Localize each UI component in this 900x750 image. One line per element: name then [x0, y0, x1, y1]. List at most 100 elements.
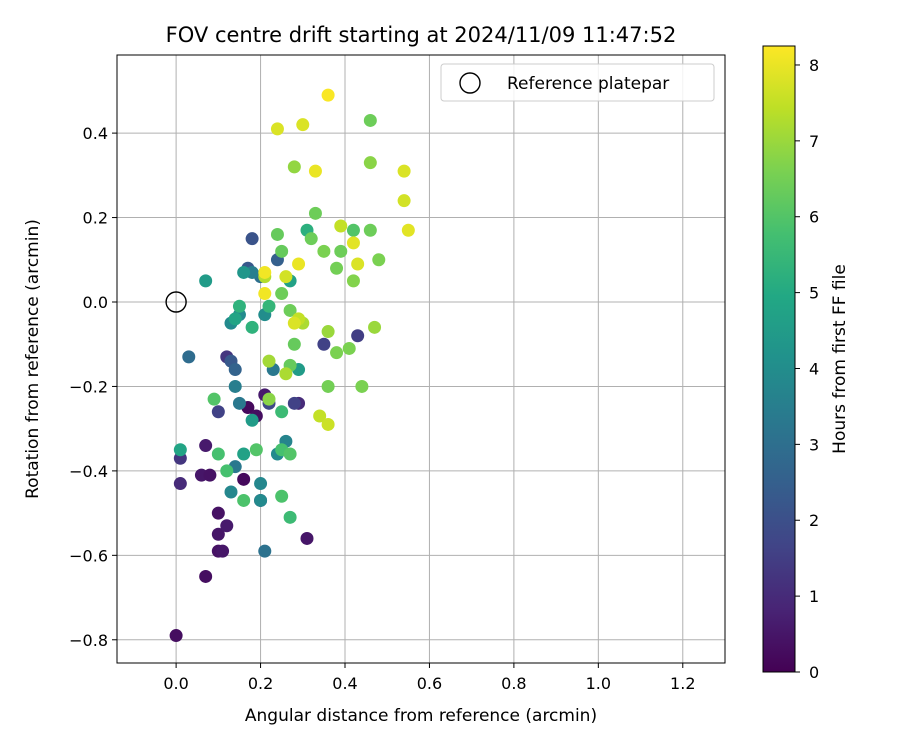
- data-point: [300, 531, 314, 545]
- y-tick-label: −0.6: [69, 546, 108, 565]
- chart-title: FOV centre drift starting at 2024/11/09 …: [166, 23, 677, 47]
- data-point: [287, 160, 301, 174]
- grid-lines: [117, 55, 725, 663]
- reference-platepar-point: [165, 291, 187, 313]
- data-point: [321, 325, 335, 339]
- data-point: [270, 227, 284, 241]
- data-point: [317, 244, 331, 258]
- data-point: [397, 194, 411, 208]
- data-point: [346, 236, 360, 250]
- plot-frame: [116, 54, 726, 664]
- data-point: [211, 405, 225, 419]
- data-point: [262, 299, 276, 313]
- data-point: [317, 337, 331, 351]
- data-point: [245, 232, 259, 246]
- colorbar-tick-label: 8: [809, 56, 819, 75]
- data-point: [232, 299, 246, 313]
- data-point: [275, 244, 289, 258]
- x-tick-label: 0.4: [332, 674, 357, 693]
- data-point: [287, 337, 301, 351]
- data-point: [346, 274, 360, 288]
- data-point: [283, 447, 297, 461]
- y-tick-label: −0.4: [69, 462, 108, 481]
- data-point: [401, 223, 415, 237]
- data-point: [245, 320, 259, 334]
- y-tick-label: 0.2: [83, 209, 108, 228]
- legend-box: [440, 63, 715, 102]
- y-tick-label: 0.4: [83, 124, 108, 143]
- data-point: [275, 405, 289, 419]
- data-point: [169, 629, 183, 643]
- colorbar-tick-label: 3: [809, 435, 819, 454]
- data-point: [355, 379, 369, 393]
- data-point: [321, 88, 335, 102]
- data-point: [258, 544, 272, 558]
- colorbar: [762, 45, 796, 673]
- data-point: [262, 354, 276, 368]
- x-tick-label: 0.0: [163, 674, 188, 693]
- data-point: [249, 443, 263, 457]
- data-points: [169, 88, 415, 643]
- data-point: [308, 206, 322, 220]
- data-point: [321, 379, 335, 393]
- data-point: [346, 223, 360, 237]
- x-tick-label: 0.2: [248, 674, 273, 693]
- data-point: [275, 489, 289, 503]
- data-point: [232, 396, 246, 410]
- data-point: [363, 223, 377, 237]
- data-point: [237, 447, 251, 461]
- data-point: [199, 569, 213, 583]
- data-point: [330, 346, 344, 360]
- colorbar-tick-label: 7: [809, 132, 819, 151]
- data-point: [363, 113, 377, 127]
- data-point: [308, 164, 322, 178]
- data-point: [262, 392, 276, 406]
- data-point: [334, 219, 348, 233]
- data-point: [397, 164, 411, 178]
- data-point: [313, 409, 327, 423]
- data-point: [330, 261, 344, 275]
- data-point: [287, 316, 301, 330]
- data-point: [207, 392, 221, 406]
- colorbar-tick-label: 1: [809, 587, 819, 606]
- data-point: [216, 544, 230, 558]
- data-point: [258, 287, 272, 301]
- y-tick-label: −0.8: [69, 631, 108, 650]
- data-point: [237, 493, 251, 507]
- data-point: [211, 506, 225, 520]
- data-point: [254, 493, 268, 507]
- data-point: [351, 329, 365, 343]
- data-point: [199, 274, 213, 288]
- data-point: [296, 118, 310, 132]
- data-point: [321, 417, 335, 431]
- reference-marker: [165, 291, 187, 313]
- data-point: [245, 413, 259, 427]
- data-point: [254, 477, 268, 491]
- data-point: [203, 468, 217, 482]
- y-axis-ticks: 0.4 0.2 0.0 −0.2 −0.4 −0.6 −0.8: [69, 124, 117, 650]
- data-point: [283, 510, 297, 524]
- data-point: [368, 320, 382, 334]
- data-point: [279, 367, 293, 381]
- y-tick-label: −0.2: [69, 377, 108, 396]
- data-point: [279, 270, 293, 284]
- data-point: [363, 156, 377, 170]
- data-point: [211, 527, 225, 541]
- colorbar-tick-label: 2: [809, 511, 819, 530]
- colorbar-tick-label: 4: [809, 359, 819, 378]
- data-point: [258, 265, 272, 279]
- data-point: [237, 472, 251, 486]
- data-point: [182, 350, 196, 364]
- data-point: [270, 122, 284, 136]
- data-point: [275, 287, 289, 301]
- data-point: [228, 363, 242, 377]
- x-axis-ticks: 0.0 0.2 0.4 0.6 0.8 1.0 1.2: [163, 663, 696, 693]
- colorbar-tick-label: 6: [809, 208, 819, 227]
- data-point: [173, 477, 187, 491]
- data-point: [304, 232, 318, 246]
- data-point: [351, 257, 365, 271]
- colorbar-label: Hours from first FF file: [830, 264, 850, 454]
- data-point: [173, 443, 187, 457]
- data-point: [292, 257, 306, 271]
